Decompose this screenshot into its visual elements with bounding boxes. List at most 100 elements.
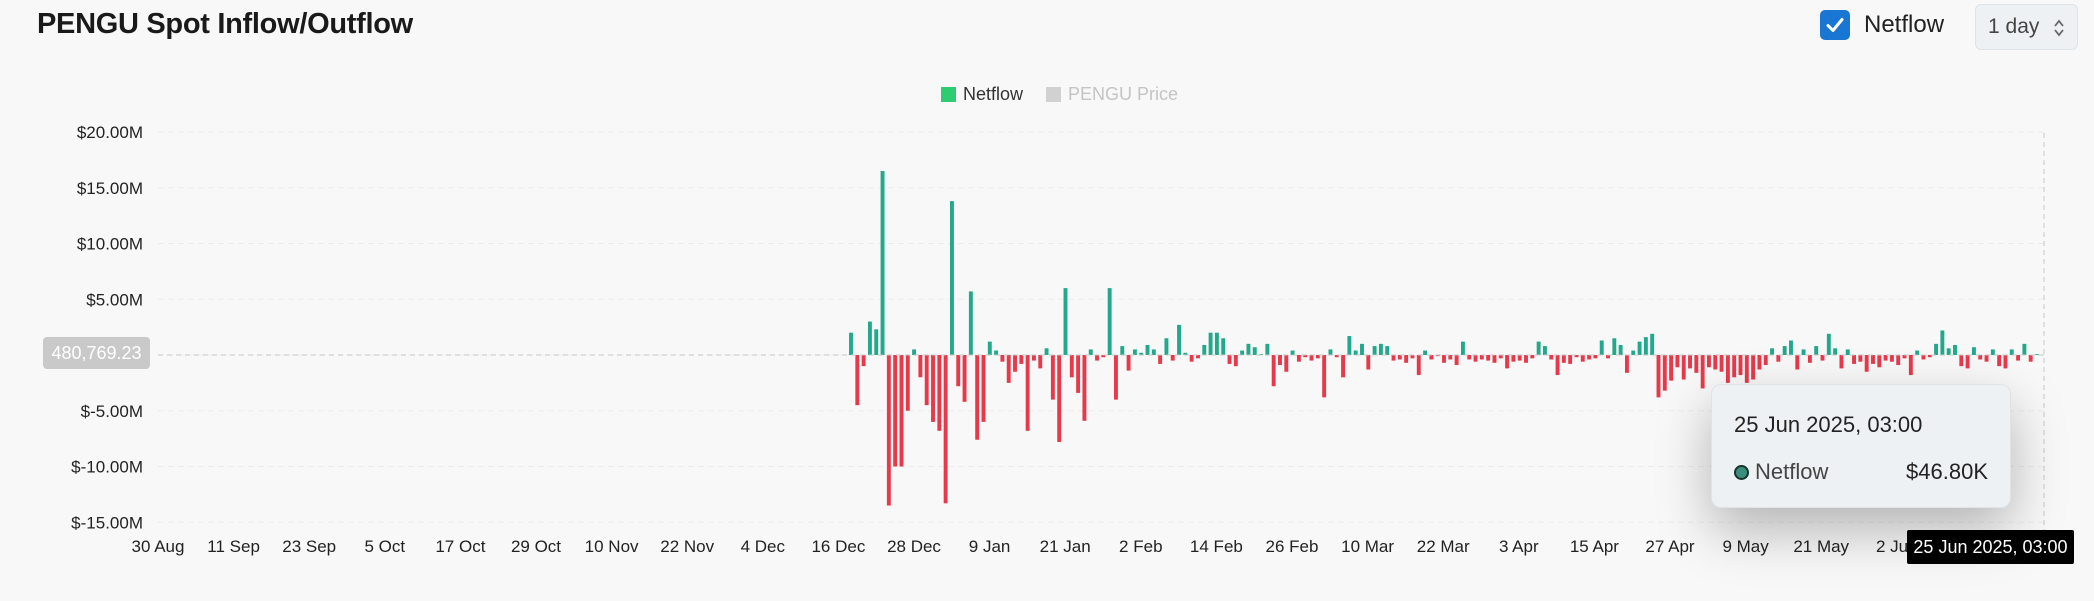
tooltip-series-dot xyxy=(1734,464,1749,480)
netflow-bar xyxy=(956,355,961,387)
x-tick-label: 11 Sep xyxy=(207,537,260,556)
crosshair-date-label: 25 Jun 2025, 03:00 xyxy=(1907,530,2074,564)
netflow-bar xyxy=(1542,346,1547,355)
netflow-bar xyxy=(987,341,992,355)
netflow-checkbox[interactable] xyxy=(1820,10,1850,40)
netflow-bar xyxy=(1101,355,1106,358)
netflow-bar xyxy=(1845,349,1850,355)
netflow-bar xyxy=(1088,349,1093,355)
x-tick-label: 21 Jan xyxy=(1040,537,1091,556)
x-tick-label: 30 Aug xyxy=(132,537,185,556)
x-tick-label: 14 Feb xyxy=(1190,537,1243,556)
netflow-bar xyxy=(1360,343,1364,355)
netflow-bar xyxy=(1864,355,1869,372)
netflow-bar xyxy=(1984,355,1989,362)
netflow-bar xyxy=(1315,355,1320,359)
netflow-bar xyxy=(1624,355,1629,373)
netflow-bar xyxy=(1322,355,1327,398)
netflow-bar xyxy=(1593,355,1598,359)
netflow-bar xyxy=(1795,355,1800,370)
netflow-bar xyxy=(1076,355,1081,393)
netflow-bar xyxy=(1782,346,1787,355)
netflow-bar xyxy=(1921,355,1926,360)
netflow-bar xyxy=(1946,348,1951,355)
netflow-bar xyxy=(1164,338,1169,355)
netflow-bar xyxy=(1000,355,1005,362)
x-tick-label: 10 Nov xyxy=(585,537,639,556)
netflow-bar xyxy=(1807,355,1812,363)
netflow-bar xyxy=(1776,355,1781,362)
netflow-bar xyxy=(1265,343,1270,355)
netflow-bar xyxy=(1530,355,1535,359)
y-tick-label: $15.00M xyxy=(77,179,143,198)
netflow-bar xyxy=(1927,355,1932,358)
netflow-bar xyxy=(1025,355,1030,431)
netflow-bar xyxy=(1524,355,1528,363)
netflow-bar xyxy=(1214,332,1219,355)
netflow-bar xyxy=(1158,355,1163,364)
netflow-bar xyxy=(994,350,999,355)
netflow-bar xyxy=(1202,344,1207,355)
netflow-bar xyxy=(1719,355,1724,372)
x-tick-label: 21 May xyxy=(1793,537,1849,556)
netflow-bar xyxy=(1303,355,1308,358)
netflow-bar xyxy=(1252,347,1257,355)
netflow-bar xyxy=(1688,355,1692,369)
x-tick-label: 26 Feb xyxy=(1266,537,1319,556)
netflow-bar xyxy=(1278,355,1282,366)
netflow-bar xyxy=(924,355,929,406)
netflow-bar xyxy=(1896,355,1901,366)
netflow-bar xyxy=(1132,349,1137,355)
netflow-bar xyxy=(874,329,879,355)
y-tick-label: $20.00M xyxy=(77,123,143,142)
netflow-bar xyxy=(1114,355,1118,400)
netflow-bar xyxy=(1492,355,1497,363)
netflow-bar xyxy=(1013,355,1017,372)
netflow-bar xyxy=(1599,340,1604,355)
netflow-bar xyxy=(1221,338,1226,355)
netflow-bar xyxy=(1183,352,1188,355)
netflow-bar xyxy=(1833,348,1838,355)
netflow-bar xyxy=(1612,338,1617,355)
tooltip-value: $46.80K xyxy=(1906,459,1988,484)
netflow-bar xyxy=(1057,355,1062,442)
netflow-bar xyxy=(2022,343,2027,355)
netflow-bar xyxy=(912,349,917,355)
netflow-bar xyxy=(1429,355,1434,360)
x-tick-label: 9 May xyxy=(1722,537,1769,556)
netflow-bar xyxy=(1555,355,1560,376)
netflow-bar xyxy=(1675,355,1680,368)
netflow-bar xyxy=(1681,355,1686,380)
netflow-bar xyxy=(1296,355,1301,362)
netflow-bar xyxy=(1650,333,1655,355)
netflow-bar xyxy=(1587,355,1592,360)
netflow-toggle[interactable]: Netflow xyxy=(1820,10,1944,40)
netflow-bar xyxy=(1145,344,1150,355)
interval-value: 1 day xyxy=(1988,15,2040,38)
netflow-bar xyxy=(1902,355,1907,359)
netflow-bar xyxy=(1309,355,1314,361)
y-tick-label: $-15.00M xyxy=(71,513,143,532)
netflow-bar xyxy=(1883,355,1888,361)
tooltip-date: 25 Jun 2025, 03:00 xyxy=(1734,412,1923,437)
netflow-bar xyxy=(1511,355,1516,362)
netflow-bar xyxy=(1643,337,1648,355)
netflow-bar xyxy=(1908,355,1913,376)
netflow-bar xyxy=(1889,355,1894,362)
netflow-bar xyxy=(1019,355,1024,364)
x-tick-label: 17 Oct xyxy=(435,537,485,556)
netflow-bar xyxy=(1479,355,1484,360)
netflow-bar xyxy=(1259,354,1264,355)
netflow-bar xyxy=(1606,355,1610,359)
netflow-bar xyxy=(2028,355,2033,362)
netflow-bar xyxy=(1669,355,1674,381)
netflow-bar xyxy=(1454,355,1459,366)
netflow-bar xyxy=(1391,355,1396,361)
interval-select[interactable]: 1 day xyxy=(1975,4,2078,50)
x-tick-label: 5 Oct xyxy=(364,537,405,556)
netflow-bar xyxy=(1877,355,1882,368)
netflow-bar xyxy=(1170,355,1175,361)
netflow-bar xyxy=(1959,355,1964,367)
x-tick-label: 15 Apr xyxy=(1570,537,1619,556)
netflow-bar xyxy=(1915,350,1920,355)
